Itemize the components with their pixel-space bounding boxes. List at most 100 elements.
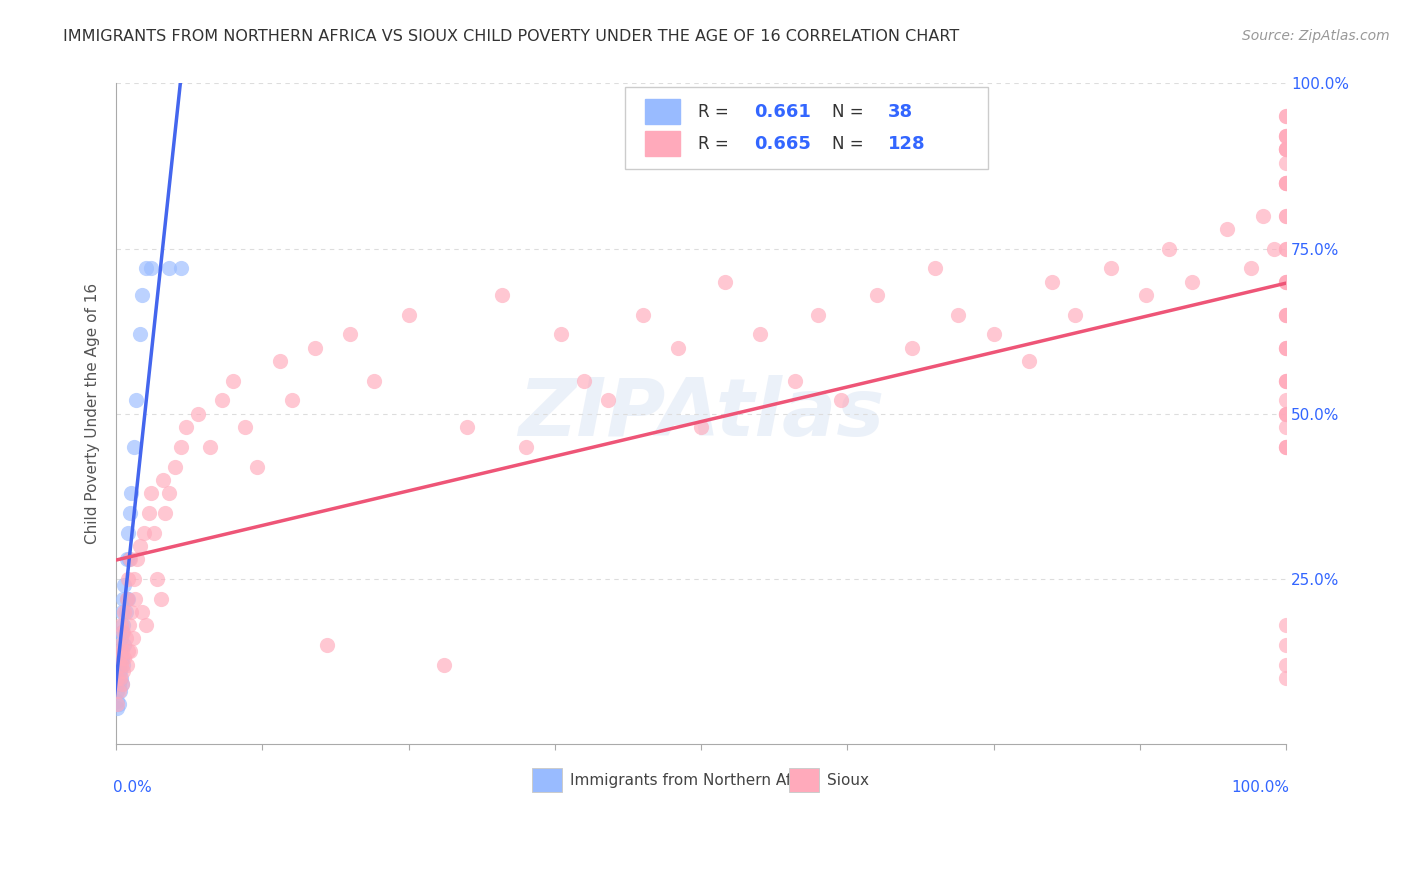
Point bbox=[115, 657, 138, 672]
Point bbox=[666, 341, 689, 355]
Point bbox=[117, 644, 139, 658]
Point bbox=[1275, 407, 1298, 421]
Point bbox=[149, 591, 172, 606]
Point bbox=[114, 632, 136, 646]
Point bbox=[515, 440, 537, 454]
Point bbox=[176, 420, 198, 434]
Point bbox=[1275, 407, 1298, 421]
Text: 128: 128 bbox=[889, 135, 927, 153]
Text: Immigrants from Northern Africa: Immigrants from Northern Africa bbox=[569, 772, 820, 788]
Point bbox=[134, 261, 156, 276]
Point bbox=[155, 506, 177, 520]
Text: 100.0%: 100.0% bbox=[1232, 780, 1289, 796]
Point bbox=[118, 552, 141, 566]
Point bbox=[107, 677, 129, 691]
FancyBboxPatch shape bbox=[626, 87, 987, 169]
Point bbox=[111, 624, 134, 639]
Point bbox=[107, 671, 129, 685]
Text: Source: ZipAtlas.com: Source: ZipAtlas.com bbox=[1241, 29, 1389, 43]
Point bbox=[1275, 143, 1298, 157]
Point bbox=[1157, 242, 1180, 256]
Point bbox=[107, 651, 129, 665]
Point bbox=[948, 308, 970, 322]
Point bbox=[122, 440, 145, 454]
Point bbox=[713, 275, 735, 289]
Point bbox=[1275, 393, 1298, 408]
Point bbox=[1275, 374, 1298, 388]
Point bbox=[157, 486, 180, 500]
Point bbox=[198, 440, 221, 454]
Point bbox=[115, 552, 138, 566]
Point bbox=[1275, 275, 1298, 289]
Point bbox=[1275, 176, 1298, 190]
Point bbox=[1275, 275, 1298, 289]
Point bbox=[157, 261, 180, 276]
Point bbox=[433, 657, 456, 672]
Point bbox=[1275, 407, 1298, 421]
Point bbox=[1135, 287, 1157, 301]
Point bbox=[1275, 374, 1298, 388]
Text: N =: N = bbox=[832, 135, 869, 153]
Point bbox=[111, 677, 134, 691]
Point bbox=[1263, 242, 1285, 256]
Text: 0.665: 0.665 bbox=[754, 135, 811, 153]
Point bbox=[112, 591, 135, 606]
Point bbox=[631, 308, 654, 322]
Point bbox=[1040, 275, 1063, 289]
Point bbox=[108, 684, 131, 698]
Point bbox=[280, 393, 302, 408]
Text: ZIPAtlas: ZIPAtlas bbox=[517, 375, 884, 453]
Point bbox=[1216, 221, 1239, 235]
Point bbox=[152, 473, 174, 487]
Point bbox=[121, 632, 143, 646]
Point bbox=[1275, 143, 1298, 157]
Point bbox=[211, 393, 233, 408]
Point bbox=[1275, 242, 1298, 256]
Point bbox=[108, 671, 131, 685]
Point bbox=[131, 605, 153, 619]
Point bbox=[121, 605, 143, 619]
Point bbox=[1275, 671, 1298, 685]
Point bbox=[1099, 261, 1122, 276]
Point bbox=[1240, 261, 1263, 276]
Point bbox=[1275, 374, 1298, 388]
Point bbox=[1275, 308, 1298, 322]
Text: 0.661: 0.661 bbox=[754, 103, 811, 120]
Point bbox=[107, 700, 129, 714]
Point bbox=[1275, 308, 1298, 322]
Point bbox=[1275, 143, 1298, 157]
Point bbox=[1275, 129, 1298, 144]
Point bbox=[142, 525, 165, 540]
Point bbox=[900, 341, 922, 355]
Point bbox=[1275, 110, 1298, 124]
Point bbox=[107, 698, 129, 712]
Point bbox=[146, 572, 169, 586]
Point bbox=[111, 644, 134, 658]
Point bbox=[339, 327, 361, 342]
Point bbox=[1275, 242, 1298, 256]
FancyBboxPatch shape bbox=[645, 99, 681, 124]
Text: IMMIGRANTS FROM NORTHERN AFRICA VS SIOUX CHILD POVERTY UNDER THE AGE OF 16 CORRE: IMMIGRANTS FROM NORTHERN AFRICA VS SIOUX… bbox=[63, 29, 959, 44]
Point bbox=[125, 393, 148, 408]
Point bbox=[114, 638, 136, 652]
FancyBboxPatch shape bbox=[789, 768, 820, 792]
Point bbox=[807, 308, 830, 322]
Point bbox=[1275, 638, 1298, 652]
Point bbox=[690, 420, 713, 434]
Point bbox=[491, 287, 513, 301]
Text: 38: 38 bbox=[889, 103, 914, 120]
Point bbox=[1275, 657, 1298, 672]
FancyBboxPatch shape bbox=[531, 768, 562, 792]
Point bbox=[120, 644, 142, 658]
Text: R =: R = bbox=[697, 103, 734, 120]
Point bbox=[107, 657, 129, 672]
Point bbox=[110, 657, 132, 672]
Point bbox=[108, 665, 131, 679]
Point bbox=[233, 420, 256, 434]
Point bbox=[107, 677, 129, 691]
Point bbox=[363, 374, 385, 388]
Point bbox=[115, 591, 138, 606]
Point bbox=[304, 341, 326, 355]
Point bbox=[121, 486, 143, 500]
Point bbox=[596, 393, 619, 408]
